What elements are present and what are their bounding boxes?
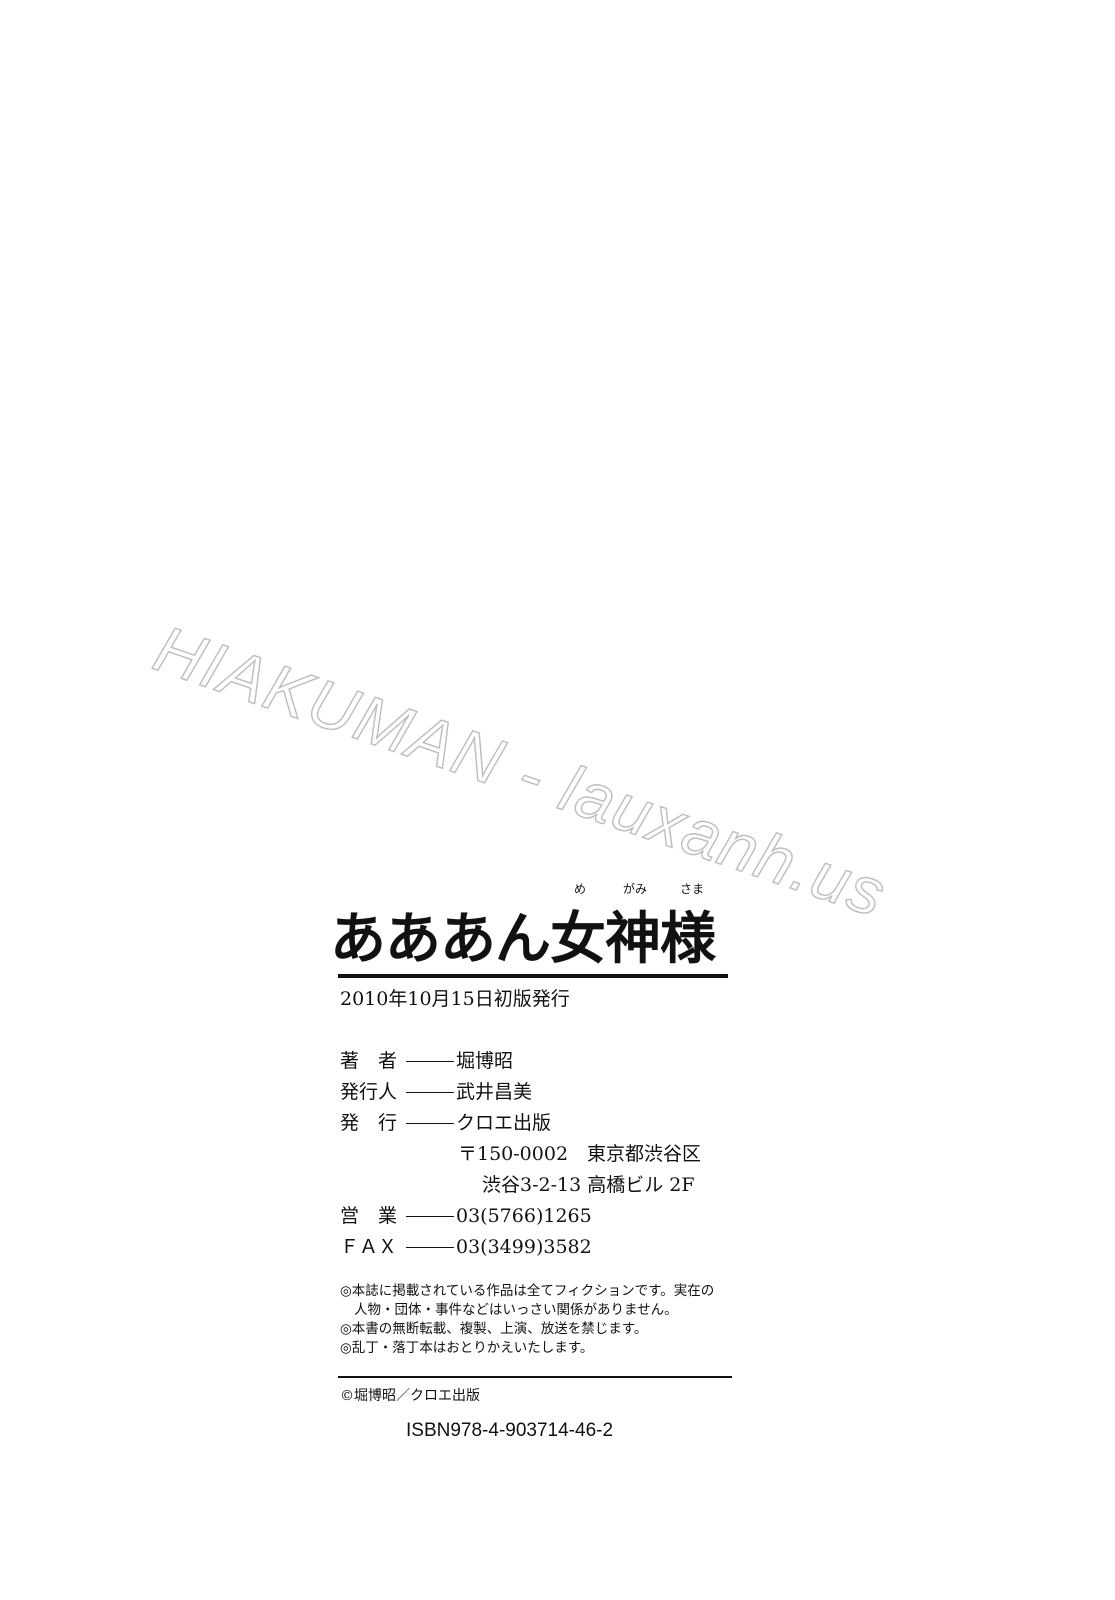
isbn: ISBN978-4-903714-46-2 — [406, 1420, 614, 1441]
dash — [406, 1060, 454, 1062]
ruby-me: め — [574, 882, 587, 896]
title-rule — [338, 974, 728, 978]
credit-label: 発 行 — [340, 1112, 398, 1134]
title-ruby: め がみ さま — [338, 880, 738, 900]
credits: 著 者 堀博昭 発行人 武井昌美 発 行 クロエ出版 〒150-0002 東京都渋谷区… — [340, 1046, 740, 1263]
address-line1: 〒150-0002 東京都渋谷区 — [458, 1143, 702, 1165]
ruby-gami: がみ — [623, 882, 648, 896]
dash — [406, 1122, 454, 1124]
credit-value: クロエ出版 — [456, 1112, 552, 1134]
fax-label: ＦＡＸ — [340, 1236, 398, 1258]
credit-value: 武井昌美 — [456, 1081, 533, 1103]
credit-publisher-person: 発行人 武井昌美 — [340, 1077, 740, 1108]
phone-label: 営 業 — [340, 1205, 398, 1227]
dash — [406, 1091, 454, 1093]
note-fiction-cont: 人物・団体・事件などはいっさい関係がありません。 — [354, 1302, 678, 1318]
notes: ◎本誌に掲載されている作品は全てフィクションです。実在の 人物・団体・事件などは… — [340, 1282, 714, 1358]
fax-row: ＦＡＸ 03(3499)3582 — [340, 1232, 740, 1263]
book-title: あああん女神様 — [330, 906, 716, 972]
note-replacement: ◎乱丁・落丁本はおとりかえいたします。 — [340, 1340, 594, 1356]
credit-label: 著 者 — [340, 1050, 398, 1072]
credit-author: 著 者 堀博昭 — [340, 1046, 740, 1077]
ruby-sama: さま — [680, 882, 705, 896]
note-reproduction: ◎本書の無断転載、複製、上演、放送を禁じます。 — [340, 1321, 648, 1337]
phone-row: 営 業 03(5766)1265 — [340, 1201, 740, 1232]
note-fiction: ◎本誌に掲載されている作品は全てフィクションです。実在の — [340, 1283, 715, 1299]
fax-value: 03(3499)3582 — [456, 1236, 592, 1258]
credit-label: 発行人 — [340, 1081, 398, 1103]
copyright: ©堀博昭／クロエ出版 — [340, 1388, 480, 1404]
phone-value: 03(5766)1265 — [456, 1205, 592, 1227]
dash — [406, 1246, 454, 1248]
address-line2: 渋谷3-2-13 高橋ビル 2F — [482, 1174, 695, 1196]
credit-publisher: 発 行 クロエ出版 — [340, 1108, 740, 1139]
credit-value: 堀博昭 — [456, 1050, 514, 1072]
dash — [406, 1215, 454, 1217]
notes-rule — [338, 1376, 732, 1378]
edition-date: 2010年10月15日初版発行 — [340, 988, 570, 1010]
